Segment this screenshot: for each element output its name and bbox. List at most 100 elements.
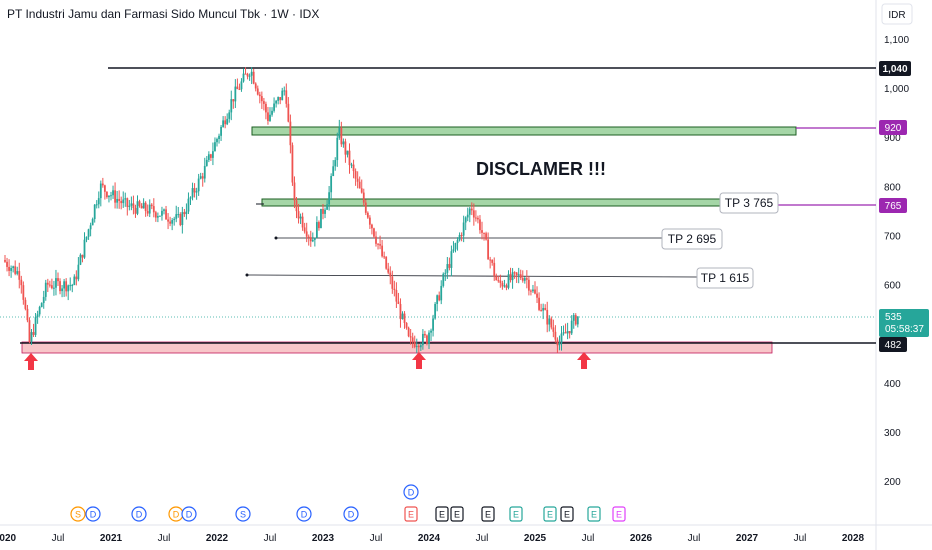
event-markers[interactable]: S D D D D S D DDE E E E E E E E E	[70, 484, 626, 522]
candle-body	[220, 126, 222, 136]
dividend-marker[interactable]	[296, 506, 312, 522]
dividend-marker-text: D	[408, 488, 415, 498]
dividend-marker[interactable]	[131, 506, 147, 522]
candle-body	[203, 165, 206, 179]
earnings-marker-text: E	[439, 510, 445, 520]
dividend-marker[interactable]	[403, 484, 419, 500]
candle-body	[187, 198, 190, 212]
candle-body	[434, 303, 437, 319]
time-axis[interactable]: 2020 Jul 2021 Jul 2022 Jul 2023 Jul 2024 Jul 2025 J…	[0, 533, 865, 544]
candle-body	[328, 192, 331, 205]
candle-body	[112, 190, 114, 196]
candle-body	[419, 345, 422, 348]
candle-body	[505, 285, 508, 288]
candle-body	[93, 204, 96, 220]
candle-body	[63, 281, 66, 289]
candle-body	[14, 266, 17, 274]
candle-body	[511, 272, 514, 281]
candle-body	[311, 239, 314, 242]
candle-body	[275, 100, 278, 104]
candle-body	[273, 103, 275, 111]
candle-body	[430, 330, 432, 333]
candle-body	[189, 197, 192, 199]
candle-body	[101, 183, 104, 186]
candle-body	[110, 195, 112, 197]
dividend-marker-text: D	[348, 510, 355, 520]
candle-body	[444, 272, 447, 274]
candle-body	[136, 201, 139, 214]
tp2-label-box[interactable]	[661, 228, 723, 250]
currency-box[interactable]	[881, 3, 913, 25]
earnings-marker[interactable]	[543, 506, 557, 522]
candle-body	[305, 231, 308, 237]
tp3-label-box[interactable]	[719, 192, 779, 214]
candle-body	[271, 110, 273, 115]
earnings-marker[interactable]	[450, 506, 464, 522]
candle-body	[201, 176, 204, 179]
earnings-marker[interactable]	[404, 506, 418, 522]
support-arrow-1-icon	[24, 353, 38, 370]
candle-body	[73, 276, 76, 285]
dividend-marker[interactable]	[181, 506, 197, 522]
candle-body	[55, 278, 57, 288]
dividend-marker[interactable]	[343, 506, 359, 522]
price-tag-920-text: 920	[885, 123, 902, 134]
candle-body	[497, 280, 500, 282]
candle-body	[330, 175, 333, 193]
candle-body	[426, 335, 428, 344]
zone-920	[251, 126, 797, 136]
candle-body	[297, 211, 300, 219]
time-tick-label: Jul	[688, 533, 701, 544]
candle-body	[407, 327, 410, 337]
tp1-label-box[interactable]	[696, 267, 754, 289]
candle-body	[224, 120, 227, 125]
candle-body	[348, 150, 351, 166]
candle-body	[191, 188, 194, 198]
candle-body	[452, 249, 455, 252]
candle-body	[474, 217, 477, 219]
candle-body	[440, 285, 443, 301]
tp1-line[interactable]	[246, 274, 698, 278]
candle-body	[556, 339, 559, 346]
time-tick-label: Jul	[158, 533, 171, 544]
candle-body	[568, 331, 571, 334]
earnings-marker[interactable]	[509, 506, 523, 522]
candle-body	[532, 289, 534, 292]
candle-body	[59, 281, 61, 292]
candle-body	[395, 290, 398, 302]
candle-body	[560, 333, 563, 343]
candle-body	[507, 274, 510, 288]
earnings-marker-text: E	[408, 510, 414, 520]
earnings-marker[interactable]	[481, 506, 495, 522]
earnings-marker[interactable]	[560, 506, 574, 522]
candle-body	[267, 112, 269, 121]
price-tag-482-text: 482	[885, 340, 902, 351]
dividend-marker[interactable]	[70, 506, 86, 522]
candle-body	[144, 202, 147, 212]
candle-body	[293, 182, 296, 201]
candle-body	[285, 90, 288, 104]
candle-body	[212, 151, 214, 158]
candle-body	[248, 75, 251, 77]
candle-body	[479, 219, 481, 231]
price-tick-label: 900	[884, 133, 901, 144]
candle-body	[77, 264, 80, 280]
candle-body	[295, 200, 298, 212]
support-zone	[21, 341, 773, 354]
earnings-marker[interactable]	[435, 506, 449, 522]
earnings-marker[interactable]	[587, 506, 601, 522]
candle-body	[487, 239, 490, 260]
currency-label: IDR	[888, 10, 905, 21]
candle-body	[413, 342, 416, 347]
candle-body	[193, 188, 196, 193]
candle-body	[483, 232, 485, 234]
dividend-marker[interactable]	[235, 506, 251, 522]
candle-body	[346, 150, 349, 155]
candle-body	[485, 233, 487, 240]
dividend-marker[interactable]	[85, 506, 101, 522]
candle-body	[106, 191, 108, 198]
candle-body	[34, 317, 37, 335]
earnings-marker[interactable]	[612, 506, 626, 522]
